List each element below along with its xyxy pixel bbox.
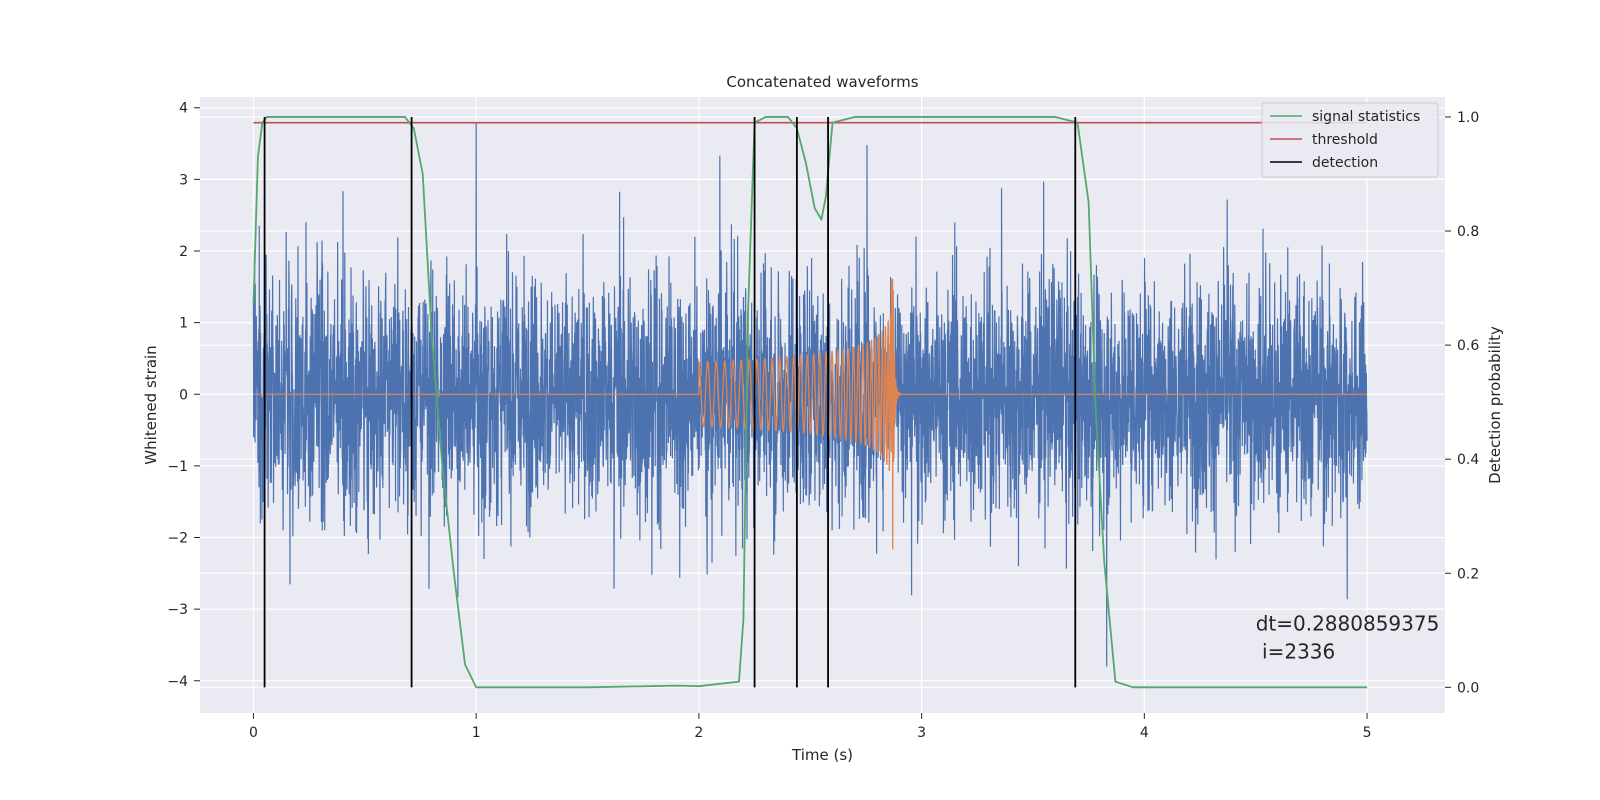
annotation-index: i=2336 (1256, 640, 1336, 664)
left-y-tick-label: −2 (167, 531, 188, 547)
legend: signal statistics threshold detection (1261, 102, 1439, 178)
right-y-tick-label: 1.0 (1457, 110, 1479, 126)
left-y-tick-label: −3 (167, 602, 188, 618)
chart-title: Concatenated waveforms (726, 73, 918, 91)
right-y-axis-label: Detection probability (1486, 326, 1504, 484)
legend-label-threshold: threshold (1312, 132, 1378, 148)
x-axis-label: Time (s) (791, 746, 853, 764)
x-tick-label: 0 (249, 725, 258, 741)
x-tick-label: 5 (1363, 725, 1372, 741)
legend-label-detection: detection (1312, 155, 1378, 171)
left-y-tick-label: 3 (179, 172, 188, 188)
left-y-tick-label: 0 (179, 387, 188, 403)
signal-statistics-line (252, 116, 1368, 689)
right-y-tick-label: 0.8 (1457, 224, 1479, 240)
legend-label-signal-statistics: signal statistics (1312, 109, 1420, 125)
right-y-tick-label: 0.4 (1457, 452, 1479, 468)
legend-box (1261, 102, 1439, 178)
tick-labels: 0 1 2 3 4 5 −4 −3 −2 −1 0 1 2 3 4 0.0 0.2 0.4 0.6 0.8 1.0 (167, 101, 1479, 741)
left-y-tick-label: 1 (179, 316, 188, 332)
right-y-tick-label: 0.2 (1457, 566, 1479, 582)
left-y-tick-label: 2 (179, 244, 188, 260)
annotation-dt: dt=0.2880859375 (1256, 612, 1440, 636)
x-tick-label: 3 (917, 725, 926, 741)
left-y-tick-label: −1 (167, 459, 188, 475)
left-y-tick-label: −4 (167, 674, 188, 690)
left-y-axis-label: Whitened strain (142, 345, 160, 464)
injected-signal-line (253, 279, 1368, 550)
right-y-tick-label: 0.0 (1457, 680, 1479, 696)
right-y-tick-label: 0.6 (1457, 338, 1479, 354)
left-y-tick-label: 4 (179, 101, 188, 117)
x-tick-label: 1 (472, 725, 481, 741)
x-tick-label: 4 (1140, 725, 1149, 741)
series-layer (252, 116, 1368, 689)
x-tick-label: 2 (694, 725, 703, 741)
